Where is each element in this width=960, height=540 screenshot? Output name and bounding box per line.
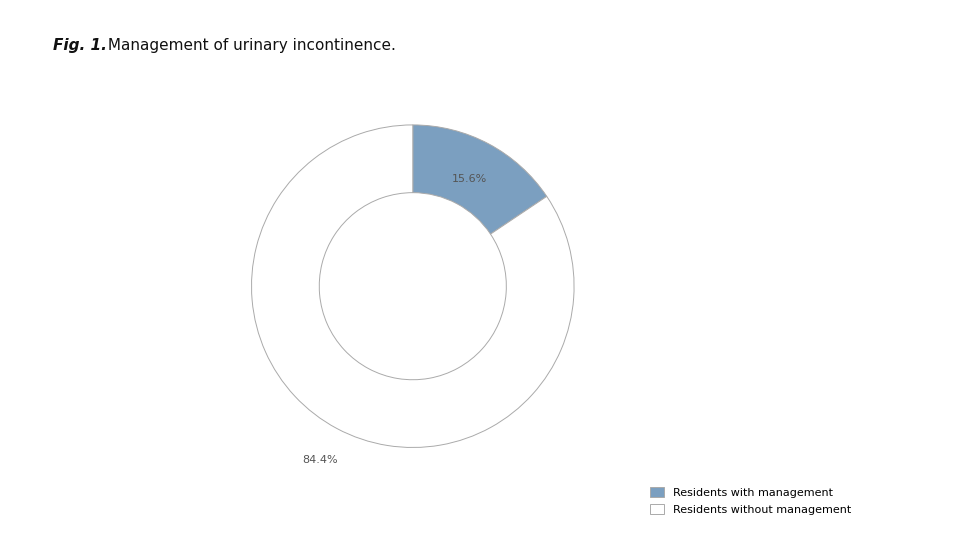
- Text: International Neurourology Journal 2013;17:186–190: International Neurourology Journal 2013;…: [9, 141, 18, 399]
- Legend: Residents with management, Residents without management: Residents with management, Residents wit…: [650, 488, 851, 515]
- Wedge shape: [252, 125, 574, 448]
- Text: 84.4%: 84.4%: [302, 455, 338, 465]
- Wedge shape: [413, 125, 547, 234]
- Text: Fig. 1.: Fig. 1.: [53, 38, 107, 53]
- Text: Management of urinary incontinence.: Management of urinary incontinence.: [103, 38, 396, 53]
- Text: 15.6%: 15.6%: [452, 174, 488, 185]
